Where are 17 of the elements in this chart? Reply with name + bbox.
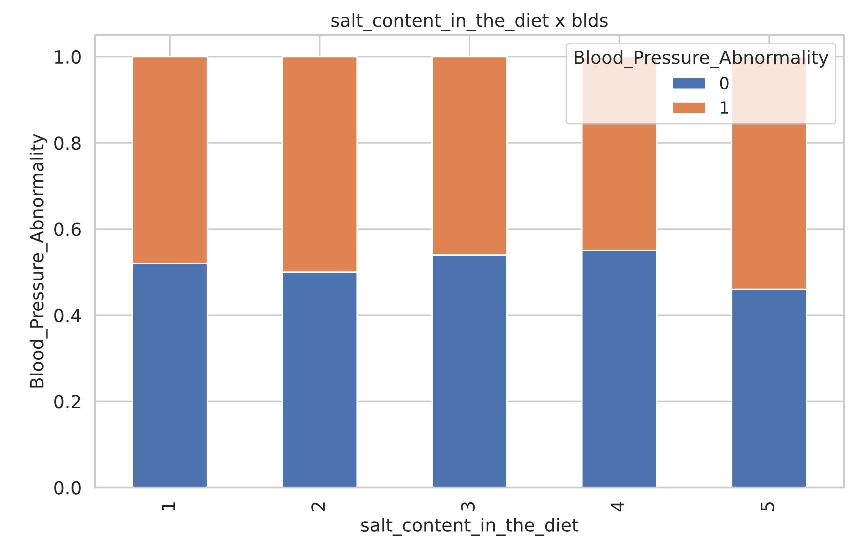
y-tick-label: 0.4 <box>54 308 82 323</box>
y-tick-label: 0.0 <box>54 481 81 495</box>
x-axis-title: salt_content_in_the_diet <box>361 518 579 536</box>
x-tick-label: 4 <box>611 502 625 512</box>
y-tick-label: 0.2 <box>54 395 80 409</box>
legend-label: 0 <box>720 77 729 90</box>
y-tick-label: 0.6 <box>54 222 81 236</box>
y-tick-label: 0.8 <box>54 136 81 150</box>
chart-title: salt_content_in_the_diet x blds <box>332 13 608 32</box>
x-tick-label: 5 <box>761 502 775 512</box>
legend-title: Blood_Pressure_Abnormality <box>575 50 829 68</box>
legend-label: 1 <box>721 102 728 114</box>
x-tick-label: 2 <box>312 502 325 512</box>
y-tick-label: 1.0 <box>55 50 81 64</box>
x-tick-label: 3 <box>461 502 475 512</box>
x-tick-label: 1 <box>162 502 176 510</box>
y-axis-title: Blood_Pressure_Abnormality <box>30 134 48 388</box>
